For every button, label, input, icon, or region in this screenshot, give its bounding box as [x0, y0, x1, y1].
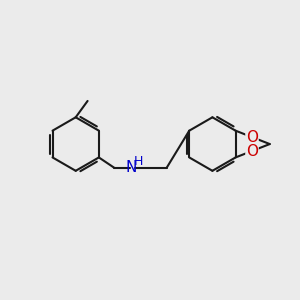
Text: O: O — [246, 143, 258, 158]
Text: O: O — [246, 130, 258, 145]
Text: H: H — [134, 155, 143, 168]
Text: N: N — [126, 160, 137, 175]
